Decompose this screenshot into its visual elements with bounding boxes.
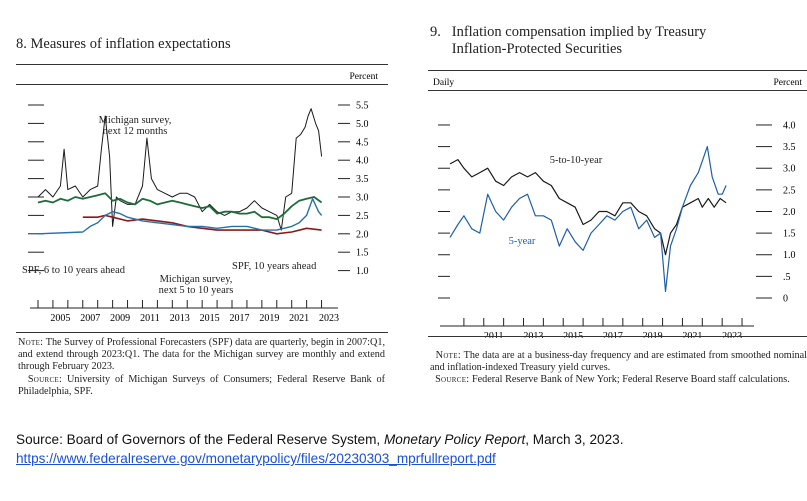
chart9-source-text: Federal Reserve Bank of New York; Federa… [471, 374, 790, 386]
chart8-left-ticks [28, 104, 44, 272]
chart8-note: Note: The Survey of Professional Forecas… [18, 337, 385, 398]
chart9-left-ticks [438, 124, 450, 299]
chart8-series-label-0-0: Michigan survey, [99, 115, 172, 126]
chart9-x-tick-label-4: 2019 [643, 331, 663, 338]
chart8-unit-label: Percent [350, 72, 379, 82]
chart9-series-labels: 5-to-10-year 5-year [509, 155, 603, 247]
chart9-y-tick-label-4: 2.0 [783, 207, 796, 218]
chart8-x-tick-label-0: 2005 [50, 313, 70, 324]
chart9-y-tick-label-8: 0 [783, 294, 788, 305]
chart9-series-5-to-10-year [449, 158, 727, 256]
chart8-note-label: Note: [18, 337, 44, 348]
chart8-y-tick-label-7: 2.0 [356, 229, 369, 240]
chart9-y-tick-label-6: 1.0 [783, 250, 796, 261]
chart9-right-axis: 4.0 3.5 3.0 2.5 2.0 1.5 1.0 .5 0 [756, 120, 796, 305]
chart9-unit-label: Percent [774, 78, 803, 88]
chart8-title: 8. Measures of inflation expectations [16, 36, 231, 52]
chart9-frequency-label: Daily [433, 78, 454, 88]
chart9-y-tick-label-7: .5 [783, 272, 791, 283]
chart8-note-text: The Survey of Professional Forecasters (… [18, 337, 385, 373]
chart8-series-label-2-1: next 5 to 10 years [159, 285, 234, 296]
chart9-x-tick-label-1: 2013 [523, 331, 543, 338]
chart9-title: 9. Inflation compensation implied by Tre… [430, 24, 707, 57]
chart9-y-tick-label-5: 1.5 [783, 229, 796, 240]
chart9-x-tick-label-0: 2011 [484, 331, 504, 338]
chart9-x-tick-label-6: 2023 [722, 331, 742, 338]
chart8-y-tick-label-8: 1.5 [356, 248, 369, 259]
chart9-note-text: The data are at a business-day frequency… [430, 350, 807, 374]
chart8-x-tick-label-5: 2015 [200, 313, 220, 324]
chart9-x-axis: 2011 2013 2015 2017 2019 2021 2023 [440, 318, 754, 338]
chart8-series-michigan-survey-next-12-months [37, 108, 323, 231]
chart9-y-tick-label-2: 3.0 [783, 164, 796, 175]
chart8-series-label-3-0: SPF, 10 years ahead [232, 261, 317, 272]
chart9-series-5-year [449, 145, 727, 293]
chart9-x-tick-label-3: 2017 [603, 331, 623, 338]
chart8-x-tick-label-1: 2007 [80, 313, 100, 324]
chart8-y-tick-label-4: 3.5 [356, 174, 369, 185]
chart9-series-label-1-0: 5-year [509, 236, 536, 247]
chart8-x-tick-label-3: 2011 [140, 313, 160, 324]
chart9-y-tick-label-1: 3.5 [783, 142, 796, 153]
chart8-y-tick-label-6: 2.5 [356, 211, 369, 222]
footer-url-link[interactable]: https://www.federalreserve.gov/monetaryp… [16, 451, 496, 466]
chart8-y-tick-label-9: 1.0 [356, 266, 369, 277]
chart9-y-tick-label-3: 2.5 [783, 185, 796, 196]
chart9-y-tick-label-0: 4.0 [783, 120, 796, 131]
chart8-y-tick-label-1: 5.0 [356, 119, 369, 130]
chart8-series-michigan-survey-next-5-to-10-years [37, 192, 323, 221]
chart8-series-label-0-1: next 12 months [103, 126, 168, 137]
chart9-note: Note: The data are at a business-day fre… [430, 350, 807, 387]
chart8-y-tick-label-5: 3.0 [356, 193, 369, 204]
chart8-y-tick-label-2: 4.5 [356, 137, 369, 148]
chart8-x-tick-label-9: 2023 [319, 313, 339, 324]
chart8-x-tick-label-2: 2009 [110, 313, 130, 324]
chart8-x-tick-label-4: 2013 [170, 313, 190, 324]
chart9-source-label: Source: [435, 374, 470, 386]
chart9-note-label: Note: [435, 350, 461, 361]
footer-source-suffix: , March 3, 2023. [525, 432, 624, 447]
chart8-series-label-1-0: SPF, 6 to 10 years ahead [22, 265, 126, 276]
chart8-series [37, 108, 323, 235]
chart9-x-tick-label-2: 2015 [563, 331, 583, 338]
chart9-x-tick-label-5: 2021 [682, 331, 702, 338]
chart8-svg: Percent 5.5 5.0 4.5 4.0 3.5 3.0 2.5 2.0 1.5 1.0 M… [16, 64, 388, 333]
chart8-source-label: Source: [27, 373, 63, 385]
chart8-x-tick-label-7: 2019 [259, 313, 279, 324]
chart8-x-axis: 2005 2007 2009 2011 2013 2015 2017 2019 2021 2023 [30, 300, 339, 324]
chart8-x-tick-label-8: 2021 [289, 313, 309, 324]
chart8-y-tick-label-0: 5.5 [356, 101, 369, 112]
chart8-x-tick-label-6: 2017 [229, 313, 249, 324]
chart8-series-spf-6-to-10-years-ahead [82, 214, 322, 235]
chart9-svg: Daily Percent 4.0 3.5 3.0 2.5 2.0 1.5 1.0 .5 0 5… [428, 70, 807, 338]
chart9-series-label-0-0: 5-to-10-year [550, 155, 603, 166]
chart8-source-text: University of Michigan Surveys of Consum… [18, 373, 386, 397]
chart8-y-tick-label-3: 4.0 [356, 156, 369, 167]
footer-publication: Monetary Policy Report [383, 432, 526, 447]
chart8-series-label-2-0: Michigan survey, [160, 274, 233, 285]
chart8-series-spf-10-years-ahead [37, 198, 323, 235]
footer-source: Source: Board of Governors of the Federa… [16, 430, 623, 468]
chart8-right-axis: 5.5 5.0 4.5 4.0 3.5 3.0 2.5 2.0 1.5 1.0 [338, 101, 369, 277]
chart9-series [449, 145, 727, 293]
footer-source-prefix: Source: Board of Governors of the Federa… [16, 432, 384, 447]
